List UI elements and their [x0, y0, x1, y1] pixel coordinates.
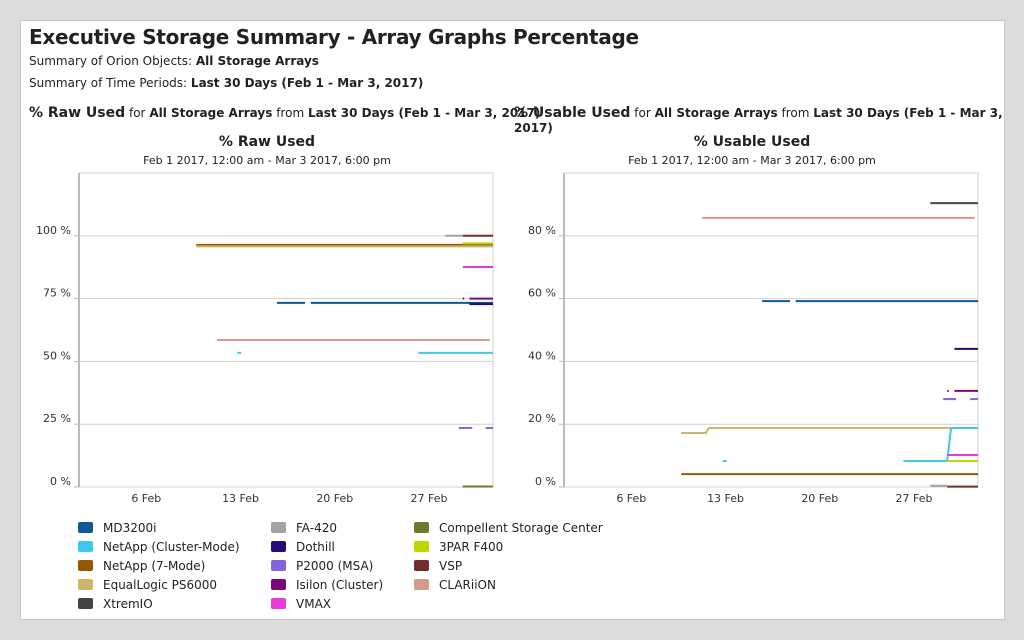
raw-used-section-header: % Raw Used for All Storage Arrays from L… [29, 105, 540, 121]
y-tick-label: 20 % [528, 412, 556, 425]
legend-item[interactable]: XtremIO [78, 594, 271, 613]
legend-swatch [78, 579, 93, 590]
y-tick-label: 25 % [43, 412, 71, 425]
legend-item[interactable]: VSP [414, 556, 614, 575]
legend-item[interactable]: MD3200i [78, 518, 271, 537]
plot-area [563, 172, 979, 488]
chart-title: % Raw Used [218, 134, 316, 150]
section-objects: All Storage Arrays [654, 106, 778, 120]
legend-item[interactable]: NetApp (7-Mode) [78, 556, 271, 575]
legend: MD3200i NetApp (Cluster-Mode) NetApp (7-Mo… [78, 518, 614, 613]
x-tick-label: 6 Feb [131, 492, 161, 505]
x-tick-label: 13 Feb [707, 492, 744, 505]
legend-swatch [414, 541, 429, 552]
legend-label: Isilon (Cluster) [296, 577, 384, 592]
legend-swatch [414, 579, 429, 590]
chart-title: % Usable Used [693, 134, 811, 150]
section-metric: % Raw Used [29, 105, 126, 121]
x-tick-label: 6 Feb [616, 492, 646, 505]
from-text: from [276, 106, 305, 120]
legend-swatch [414, 522, 429, 533]
legend-label: Dothill [296, 539, 335, 554]
legend-swatch [271, 541, 286, 552]
periods-value: Last 30 Days (Feb 1 - Mar 3, 2017) [190, 76, 424, 90]
legend-item[interactable]: VMAX [271, 594, 414, 613]
usable-used-section-header: % Usable Used for All Storage Arrays fro… [514, 105, 1024, 135]
legend-swatch [271, 560, 286, 571]
legend-label: FA-420 [296, 520, 337, 535]
legend-item[interactable]: Compellent Storage Center [414, 518, 614, 537]
legend-swatch [271, 522, 286, 533]
legend-label: EqualLogic PS6000 [103, 577, 218, 592]
for-text: for [634, 106, 651, 120]
legend-swatch [78, 560, 93, 571]
legend-label: 3PAR F400 [439, 539, 504, 554]
section-objects: All Storage Arrays [149, 106, 273, 120]
legend-label: Compellent Storage Center [439, 520, 603, 535]
legend-label: MD3200i [103, 520, 157, 535]
periods-summary: Summary of Time Periods: Last 30 Days (F… [29, 76, 423, 90]
legend-label: NetApp (7-Mode) [103, 558, 206, 573]
legend-label: NetApp (Cluster-Mode) [103, 539, 240, 554]
y-tick-label: 40 % [528, 349, 556, 362]
from-text: from [781, 106, 810, 120]
legend-item[interactable]: FA-420 [271, 518, 414, 537]
plot-area [78, 172, 494, 488]
for-text: for [128, 106, 146, 120]
legend-item[interactable]: NetApp (Cluster-Mode) [78, 537, 271, 556]
legend-label: VSP [439, 558, 463, 573]
legend-item[interactable]: EqualLogic PS6000 [78, 575, 271, 594]
series-line-equallogic-ps6000 [681, 426, 978, 434]
y-tick-label: 0 % [50, 475, 71, 488]
legend-swatch [271, 598, 286, 609]
legend-label: XtremIO [103, 596, 153, 611]
legend-item[interactable]: 3PAR F400 [414, 537, 614, 556]
section-period: Last 30 Days (Feb 1 - Mar 3, 2017) [307, 106, 541, 120]
legend-label: P2000 (MSA) [296, 558, 374, 573]
x-tick-label: 27 Feb [411, 492, 448, 505]
legend-item[interactable]: P2000 (MSA) [271, 556, 414, 575]
legend-item[interactable]: CLARiiON [414, 575, 614, 594]
periods-label: Summary of Time Periods: [29, 76, 188, 90]
section-metric: % Usable Used [514, 105, 631, 121]
chart-subtitle: Feb 1 2017, 12:00 am - Mar 3 2017, 6:00 … [143, 154, 391, 167]
y-tick-label: 0 % [535, 475, 556, 488]
y-tick-label: 60 % [528, 287, 556, 300]
chart-subtitle: Feb 1 2017, 12:00 am - Mar 3 2017, 6:00 … [628, 154, 876, 167]
objects-summary: Summary of Orion Objects: All Storage Ar… [29, 54, 319, 68]
y-tick-label: 50 % [43, 349, 71, 362]
legend-item[interactable]: Dothill [271, 537, 414, 556]
series-line-netapp-cluster-mode- [903, 426, 978, 462]
legend-swatch [78, 598, 93, 609]
legend-swatch [78, 541, 93, 552]
legend-swatch [78, 522, 93, 533]
legend-swatch [271, 579, 286, 590]
x-tick-label: 13 Feb [222, 492, 259, 505]
objects-label: Summary of Orion Objects: [29, 54, 193, 68]
legend-swatch [414, 560, 429, 571]
x-tick-label: 20 Feb [316, 492, 353, 505]
legend-label: CLARiiON [439, 577, 496, 592]
y-tick-label: 75 % [43, 287, 71, 300]
y-tick-label: 80 % [528, 224, 556, 237]
report-card [20, 20, 1005, 620]
y-tick-label: 100 % [36, 224, 71, 237]
x-tick-label: 20 Feb [801, 492, 838, 505]
legend-item[interactable]: Isilon (Cluster) [271, 575, 414, 594]
x-tick-label: 27 Feb [896, 492, 933, 505]
page-title: Executive Storage Summary - Array Graphs… [29, 25, 639, 49]
charts-canvas: 0 % 25 % 50 % 75 % 100 % 6 Feb 13 Feb 20 Feb 27 … [36, 172, 979, 505]
legend-label: VMAX [296, 596, 331, 611]
objects-value: All Storage Arrays [195, 54, 319, 68]
section-period: Last 30 Days (Feb 1 - Mar 3, 2017) [514, 106, 1003, 135]
